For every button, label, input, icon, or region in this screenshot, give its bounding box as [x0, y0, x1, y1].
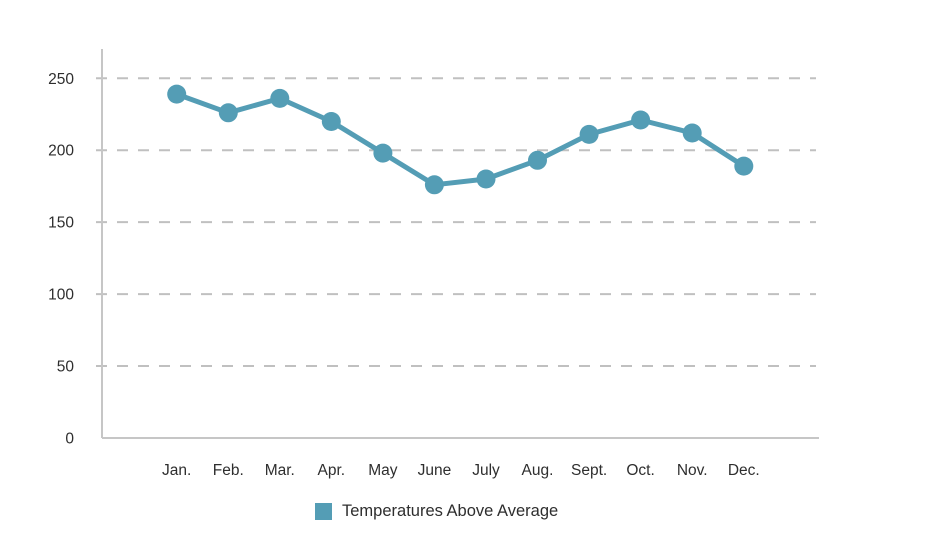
x-tick-label-aug: Aug. — [522, 462, 554, 479]
data-point-jan[interactable] — [167, 84, 187, 104]
y-tick-label-200: 200 — [48, 143, 74, 160]
data-point-may[interactable] — [373, 143, 393, 163]
x-tick-label-july: July — [472, 462, 500, 479]
x-tick-label-mar: Mar. — [265, 462, 295, 479]
y-tick-label-250: 250 — [48, 71, 74, 88]
x-tick-label-oct: Oct. — [626, 462, 654, 479]
data-point-apr[interactable] — [321, 112, 341, 131]
data-point-dec[interactable] — [734, 156, 754, 176]
legend-label: Temperatures Above Average — [342, 502, 559, 520]
x-tick-label-dec: Dec. — [728, 462, 760, 479]
data-point-mar[interactable] — [270, 88, 290, 108]
x-tick-label-sept: Sept. — [571, 462, 607, 479]
data-point-oct[interactable] — [631, 110, 651, 130]
x-tick-label-june: June — [418, 462, 452, 479]
y-tick-label-50: 50 — [57, 359, 75, 376]
legend-swatch — [315, 503, 332, 520]
data-point-feb[interactable] — [218, 103, 238, 123]
data-point-sept[interactable] — [579, 124, 599, 144]
x-tick-label-feb: Feb. — [213, 462, 244, 479]
x-tick-label-apr: Apr. — [318, 462, 346, 479]
data-point-july[interactable] — [476, 169, 496, 189]
legend[interactable]: Temperatures Above Average — [315, 502, 558, 521]
x-tick-label-nov: Nov. — [677, 462, 708, 479]
data-point-nov[interactable] — [682, 123, 702, 143]
x-tick-label-may: May — [368, 462, 398, 479]
y-tick-label-150: 150 — [48, 215, 74, 232]
y-tick-label-100: 100 — [48, 287, 74, 304]
y-tick-label-0: 0 — [65, 431, 74, 448]
x-tick-label-jan: Jan. — [162, 462, 191, 479]
data-point-aug[interactable] — [528, 150, 547, 170]
series-line — [174, 91, 747, 188]
data-point-june[interactable] — [424, 175, 444, 195]
